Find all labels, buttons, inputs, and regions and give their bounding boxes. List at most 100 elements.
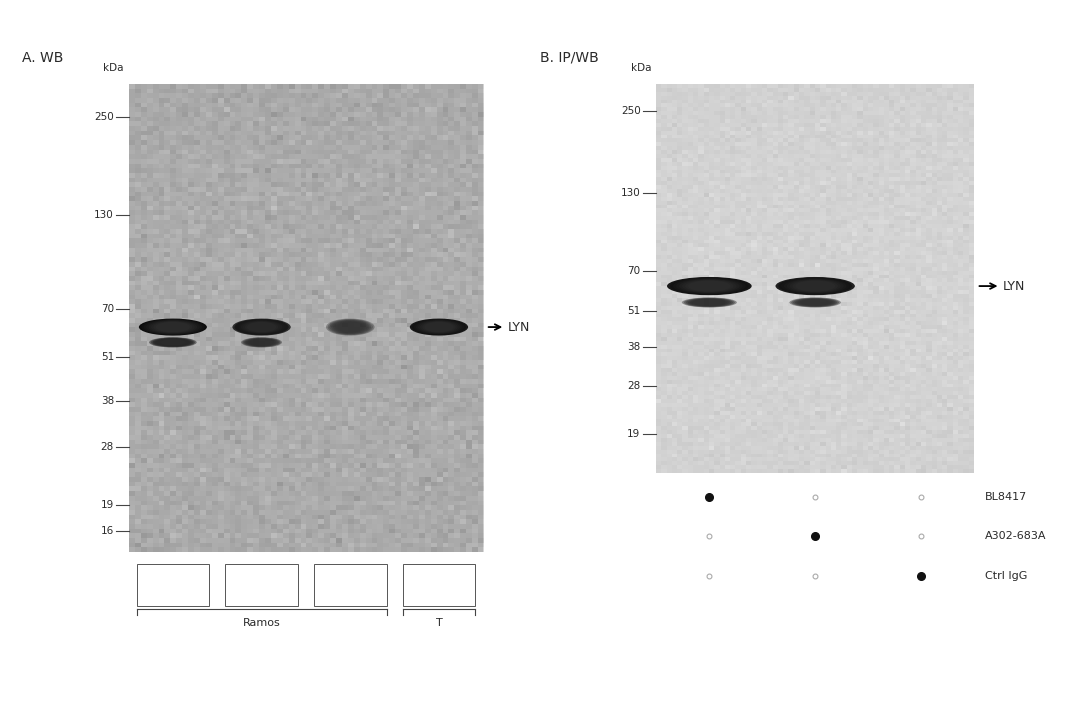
Ellipse shape [424,322,454,332]
Text: 70: 70 [100,303,114,313]
Ellipse shape [332,320,369,334]
Ellipse shape [239,320,284,334]
Text: 50: 50 [166,580,180,590]
Bar [314,564,387,606]
Ellipse shape [795,298,836,306]
Ellipse shape [797,298,834,306]
Text: 51: 51 [100,351,114,361]
Ellipse shape [418,321,460,333]
Text: 28: 28 [100,442,114,452]
Ellipse shape [336,321,364,333]
Ellipse shape [146,320,200,334]
Ellipse shape [802,299,828,306]
Ellipse shape [153,321,192,333]
Ellipse shape [683,280,737,293]
Ellipse shape [789,298,841,308]
Ellipse shape [144,320,202,335]
Ellipse shape [241,321,282,333]
Ellipse shape [409,318,468,336]
Ellipse shape [793,298,837,307]
Ellipse shape [248,338,274,346]
Text: 250: 250 [94,111,114,121]
Ellipse shape [156,322,190,332]
Text: A302-683A: A302-683A [985,531,1047,541]
Text: 15: 15 [255,580,269,590]
Text: 130: 130 [621,188,640,198]
Ellipse shape [800,299,829,306]
Bar [136,564,210,606]
Ellipse shape [139,318,207,336]
Ellipse shape [416,320,462,334]
Ellipse shape [690,298,729,306]
Ellipse shape [411,319,467,335]
Ellipse shape [792,298,839,307]
Ellipse shape [247,322,276,332]
Ellipse shape [686,298,733,307]
Text: kDa: kDa [104,63,123,73]
Ellipse shape [787,279,843,293]
Bar [226,564,298,606]
Ellipse shape [679,279,740,293]
Ellipse shape [159,339,187,346]
Ellipse shape [249,339,273,346]
Ellipse shape [681,298,737,308]
Ellipse shape [670,278,748,295]
Ellipse shape [327,319,373,335]
Ellipse shape [422,321,456,333]
Ellipse shape [152,338,193,347]
Ellipse shape [338,322,363,332]
Ellipse shape [335,321,366,333]
Text: 130: 130 [94,211,114,221]
Text: 250: 250 [621,106,640,116]
Ellipse shape [691,299,727,306]
Ellipse shape [243,321,281,333]
Ellipse shape [156,338,190,346]
Text: 19: 19 [627,429,640,439]
Ellipse shape [775,277,855,295]
Ellipse shape [676,278,743,293]
Text: 51: 51 [627,306,640,316]
Ellipse shape [779,278,852,295]
Ellipse shape [414,320,464,335]
Ellipse shape [688,298,731,306]
Bar [657,84,974,473]
Bar [129,84,483,551]
Text: 38: 38 [627,343,640,353]
Ellipse shape [241,337,282,348]
Text: A. WB: A. WB [22,51,63,65]
Ellipse shape [245,321,279,333]
Ellipse shape [789,280,840,293]
Text: Ramos: Ramos [243,618,281,628]
Ellipse shape [793,280,838,292]
Ellipse shape [232,318,291,336]
Ellipse shape [784,278,847,293]
Text: T: T [435,618,443,628]
Bar [403,564,475,606]
Text: 19: 19 [100,501,114,511]
Text: Ctrl IgG: Ctrl IgG [985,570,1027,581]
Ellipse shape [667,277,752,295]
Text: LYN: LYN [508,321,530,333]
Text: B. IP/WB: B. IP/WB [540,51,598,65]
Ellipse shape [245,338,278,346]
Ellipse shape [329,320,372,335]
Text: LYN: LYN [1003,280,1025,293]
Ellipse shape [684,298,734,307]
Ellipse shape [326,318,375,336]
Text: 38: 38 [100,396,114,406]
Text: 50: 50 [432,580,446,590]
Ellipse shape [151,321,194,333]
Ellipse shape [781,278,849,294]
Ellipse shape [244,338,279,347]
Text: kDa: kDa [631,63,651,73]
Ellipse shape [149,337,197,348]
Ellipse shape [151,338,195,347]
Ellipse shape [149,321,198,333]
Ellipse shape [141,319,204,335]
Ellipse shape [243,338,281,347]
Ellipse shape [237,320,286,335]
Ellipse shape [252,339,272,346]
Ellipse shape [688,281,730,291]
Ellipse shape [154,338,191,346]
Text: 28: 28 [627,381,640,391]
